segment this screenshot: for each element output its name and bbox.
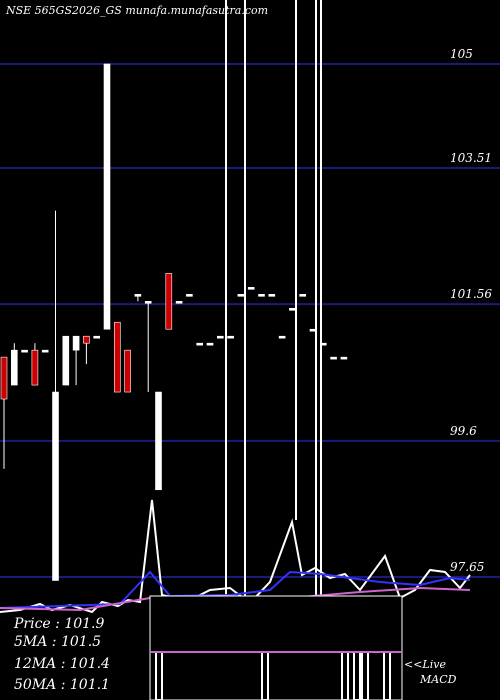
chart-title: NSE 565GS2026_GS munafa.munafasutra.com [5,4,268,17]
stat-ma5: 5MA : 101.5 [14,634,101,650]
candle-body [41,349,49,353]
candle-body [247,287,255,290]
candle-body [114,321,121,393]
candle-body [237,294,245,297]
candle-body [52,391,59,581]
candle-body [175,301,183,304]
candle-body [31,349,39,386]
candle-body [206,342,214,346]
candle-body [144,301,152,304]
candle-body [299,294,307,297]
price-level-label: 103.51 [450,151,492,165]
price-labels: 105 103.51 101.56 99.6 97.65 [450,47,492,574]
candle-body [72,335,80,351]
candle-body [0,356,8,400]
candle-body [124,349,131,393]
macd-bars [150,651,402,700]
candle-body [330,356,337,360]
price-grid [0,63,500,578]
candle-body [134,294,142,297]
candles-group [0,63,348,581]
candle-body [165,273,173,330]
candle-body [186,294,193,297]
candle-body [278,335,286,339]
macd-label-macd: MACD [419,673,457,686]
candle-body [155,391,162,491]
stat-price: Price : 101.9 [13,616,105,632]
candle-body [83,335,90,344]
candle-body [340,356,348,360]
candle-body [21,349,28,353]
candle-body [289,307,296,311]
stat-ma50: 50MA : 101.1 [14,677,110,693]
candle-body [217,335,224,339]
macd-label-live: <<Live [404,658,446,671]
candle-body [11,349,18,386]
candle-body [62,335,70,386]
price-level-label: 97.65 [450,560,484,574]
candle-body [93,335,100,339]
candle-body [196,342,203,346]
candle-body [227,335,234,339]
macd-panel [149,595,403,700]
overlay-lines [0,0,471,700]
candle-body [103,63,111,330]
price-level-label: 101.56 [450,287,492,301]
ma-line-5 [0,570,471,609]
candle-body [268,294,276,297]
stat-ma12: 12MA : 101.4 [14,656,110,672]
price-level-label: 99.6 [450,424,477,438]
price-level-label: 105 [450,47,473,61]
candle-body [258,294,265,297]
